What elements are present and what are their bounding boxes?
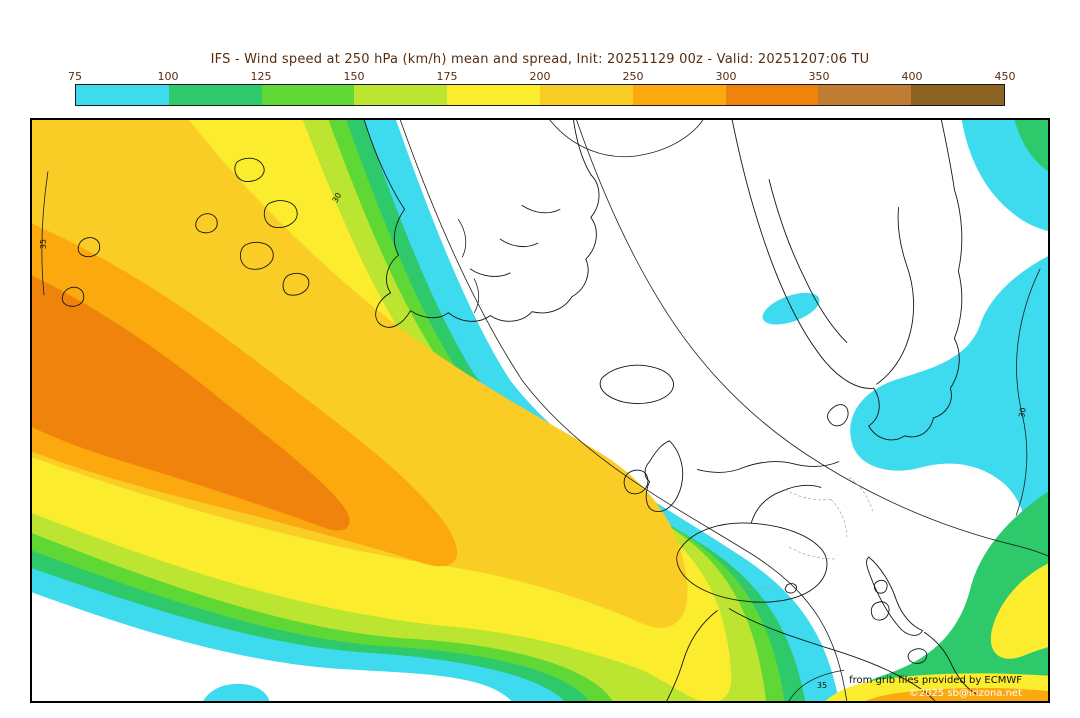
sardinia-coast [870, 601, 890, 621]
attribution: from grib files provided by ECMWF ©2025 … [849, 674, 1022, 700]
band-deep-orange [32, 275, 350, 531]
colorbar-segment [447, 85, 540, 105]
arctic-island [263, 200, 298, 229]
country-border [848, 477, 873, 512]
north-africa-coast [728, 608, 936, 701]
iceland-coast [599, 364, 674, 405]
colorbar-tick: 400 [901, 70, 923, 83]
norway-fjords [768, 179, 848, 343]
colorbar: 75 100 125 150 175 200 250 300 350 400 450 [68, 70, 1016, 106]
wind-speed-band [32, 120, 839, 701]
colorbar-tick: 200 [529, 70, 551, 83]
colorbar-segment [818, 85, 912, 105]
italy-coast [866, 556, 923, 636]
isoline [399, 120, 848, 701]
page-title: IFS - Wind speed at 250 hPa (km/h) mean … [210, 52, 870, 67]
colorbar-tick: 125 [250, 70, 272, 83]
great-britain-coast [644, 440, 684, 512]
isoline-label: 30 [1017, 407, 1028, 419]
isoline [549, 120, 704, 158]
orange-bottom-strip [865, 687, 1048, 701]
arctic-island [77, 237, 101, 258]
colorbar-tick: 75 [68, 70, 82, 83]
fjord-detail [499, 238, 539, 248]
country-border [784, 489, 831, 501]
colorbar-segment [911, 85, 1004, 105]
bottom-right-region [825, 491, 1048, 701]
denmark-coast [827, 404, 849, 427]
adriatic-coast [924, 632, 977, 695]
colorbar-tick: 350 [808, 70, 830, 83]
colorbar-segment [76, 85, 169, 105]
colorbar-tick: 250 [622, 70, 644, 83]
cyan-bottom-left-patch [203, 683, 270, 701]
balearics-coast [784, 583, 797, 594]
weather-map-svg: 35 30 30 35 [32, 120, 1048, 701]
colorbar-segments [75, 84, 1005, 106]
isolines [41, 120, 1048, 701]
coastlines [61, 120, 977, 701]
attribution-provider: from grib files provided by ECMWF [849, 675, 1022, 686]
france-west-coast [750, 484, 822, 524]
corsica-coast [873, 579, 888, 594]
ireland-coast [623, 469, 649, 495]
greenland-coast [363, 120, 600, 328]
cyan-small-lobe [762, 292, 820, 325]
cyan-mid-right [850, 256, 1048, 579]
scandinavia-coast [731, 120, 963, 441]
country-border [788, 546, 835, 560]
attribution-copyright: ©2025 sb@irizona.net [908, 688, 1022, 699]
colorbar-segment [354, 85, 448, 105]
fjord-detail [469, 268, 511, 277]
band-orange [32, 223, 457, 567]
isoline [576, 120, 1048, 557]
isoline-label: 35 [817, 681, 827, 690]
colorbar-tick: 300 [715, 70, 737, 83]
sicily-coast [907, 648, 928, 664]
colorbar-ticks: 75 100 125 150 175 200 250 300 350 400 450 [68, 70, 1016, 83]
yellow-right-patch [990, 563, 1048, 659]
isoline-label: 30 [331, 191, 344, 204]
arctic-island [239, 241, 274, 270]
fjord-detail [521, 204, 561, 214]
colorbar-tick: 100 [157, 70, 179, 83]
colorbar-segment [539, 85, 633, 105]
country-border [729, 586, 772, 591]
colorbar-tick: 175 [436, 70, 458, 83]
colorbar-segment [168, 85, 262, 105]
colorbar-segment [725, 85, 819, 105]
isoline [1015, 268, 1041, 516]
arctic-island [282, 272, 310, 296]
iberia-coast [676, 522, 828, 603]
isoline [473, 278, 480, 314]
morocco-coast [666, 610, 718, 701]
colorbar-segment [261, 85, 355, 105]
isoline [41, 171, 49, 296]
cyan-regions [203, 120, 1048, 701]
arctic-island [234, 157, 265, 183]
colorbar-tick: 150 [343, 70, 365, 83]
isoline [457, 218, 467, 258]
isoline-labels: 35 30 30 35 [39, 191, 1028, 690]
baltic-coast [876, 206, 915, 385]
isoline [788, 669, 845, 701]
arctic-island [61, 286, 85, 307]
colorbar-tick: 450 [994, 70, 1016, 83]
map-frame: 35 30 30 35 [30, 118, 1050, 703]
isoline-label: 35 [39, 239, 48, 249]
country-border [830, 499, 848, 538]
green-top-right-core [1014, 120, 1048, 172]
arctic-island [195, 213, 218, 234]
colorbar-segment [632, 85, 726, 105]
channel-coast [696, 461, 840, 473]
